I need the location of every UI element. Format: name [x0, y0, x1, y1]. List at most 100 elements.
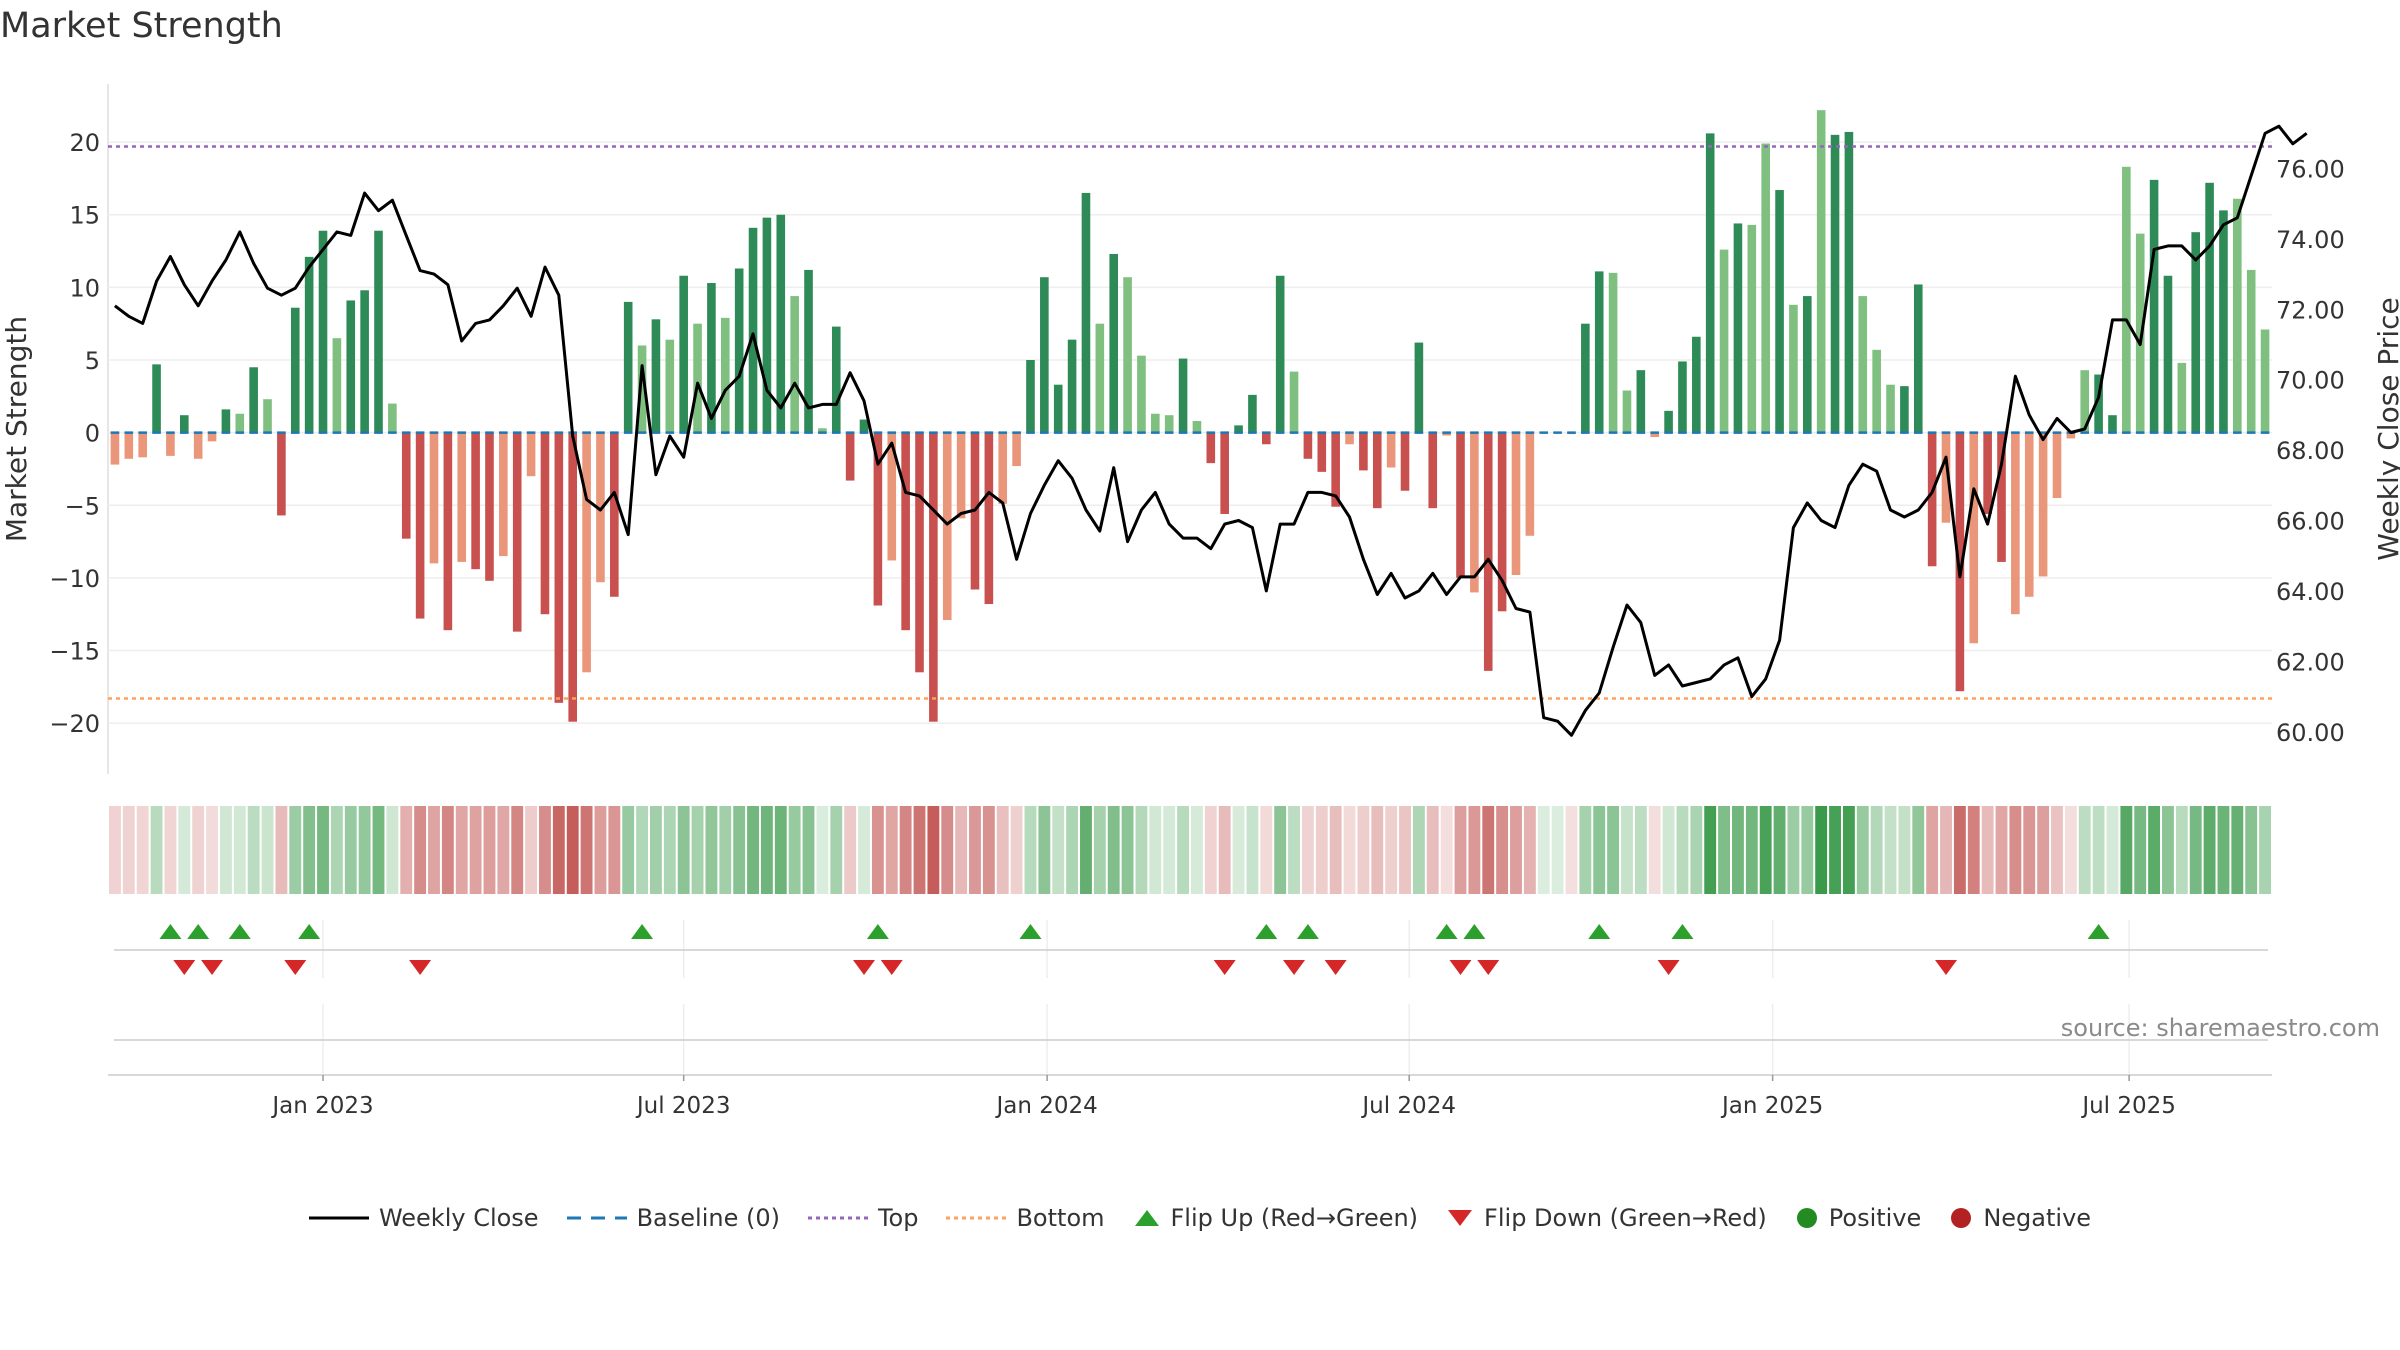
flip-up-marker	[631, 924, 654, 939]
heat-cell	[511, 806, 524, 894]
y2-tick-label: 70.00	[2276, 367, 2345, 395]
y2-tick-label: 76.00	[2276, 155, 2345, 183]
heat-cell	[1579, 806, 1592, 894]
flip-up-marker	[298, 924, 321, 939]
strength-bar	[415, 432, 425, 619]
strength-bar	[1400, 432, 1410, 491]
strength-bar	[623, 301, 633, 433]
heat-cell	[1496, 806, 1509, 894]
strength-bar	[582, 432, 591, 673]
source-label: source: sharemaestro.com	[2060, 1014, 2380, 1042]
heat-cell	[1440, 806, 1453, 894]
x-ticks: Jan 2023 Jul 2023 Jan 2024 Jul 2024 Jan 2025…	[270, 1075, 2176, 1119]
strength-bar	[1192, 421, 1202, 433]
right-y-ticks: 76.00 74.00 72.00 70.00 68.00 66.00 64.00 62.00…	[2276, 155, 2345, 746]
strength-bar	[1622, 390, 1632, 433]
heat-cell	[2092, 806, 2105, 894]
flip-up-marker	[1671, 924, 1694, 939]
heat-cell	[1634, 806, 1647, 894]
flip-up-marker	[187, 924, 210, 939]
flip-up-marker	[1588, 924, 1611, 939]
strength-bar	[1636, 370, 1646, 433]
heat-cell	[1662, 806, 1675, 894]
heat-cell	[2134, 806, 2147, 894]
heat-cell	[1607, 806, 1620, 894]
strength-bar	[1858, 296, 1868, 433]
strength-bar	[1705, 133, 1715, 433]
heat-cell	[788, 806, 801, 894]
strength-bar	[138, 432, 147, 458]
strength-bar	[596, 432, 605, 583]
x-tick-label: Jan 2025	[1720, 1093, 1823, 1119]
flip-down-marker	[1935, 960, 1958, 975]
heat-cell	[150, 806, 163, 894]
heat-cell	[1107, 806, 1120, 894]
heat-cell	[136, 806, 149, 894]
heat-cell	[566, 806, 579, 894]
strength-bar	[540, 432, 550, 615]
strength-bar	[1497, 432, 1507, 612]
heat-cell	[386, 806, 399, 894]
flip-up-marker	[1463, 924, 1486, 939]
strength-bar	[1747, 224, 1757, 433]
strength-bar	[1789, 304, 1798, 433]
heat-cell	[303, 806, 316, 894]
flip-down-marker	[880, 960, 903, 975]
strength-bar	[485, 432, 494, 581]
heat-cell	[344, 806, 357, 894]
strength-bar	[1164, 415, 1174, 433]
strength-bar	[554, 432, 564, 703]
strength-bar	[2260, 329, 2270, 433]
strength-heat-strip	[109, 806, 2271, 894]
y2-tick-label: 60.00	[2276, 719, 2345, 747]
legend-swatch-bottom	[946, 1216, 1007, 1220]
heat-cell	[705, 806, 718, 894]
heat-cell	[247, 806, 260, 894]
heat-cell	[1343, 806, 1356, 894]
strength-bar	[1470, 432, 1479, 593]
strength-bar	[2177, 362, 2187, 433]
legend-item-negative: Negative	[1949, 1204, 2091, 1232]
y2-tick-label: 64.00	[2276, 578, 2345, 606]
flip-down-marker	[1324, 960, 1347, 975]
y-tick-label: −5	[65, 492, 100, 520]
strength-bar	[124, 432, 134, 459]
strength-bar	[277, 432, 286, 516]
heat-cell	[636, 806, 648, 894]
strength-bar	[1955, 432, 1965, 692]
heat-cell	[1523, 806, 1536, 894]
legend-swatch-top	[807, 1216, 868, 1220]
heat-cell	[1191, 806, 1203, 894]
flip-down-marker	[1657, 960, 1680, 975]
heat-cell	[885, 806, 898, 894]
legend-item-flip-up: Flip Up (Red→Green)	[1133, 1204, 1418, 1232]
legend-label-baseline: Baseline (0)	[636, 1204, 780, 1232]
strength-bar	[221, 409, 231, 433]
strength-bar	[2122, 166, 2131, 433]
heat-cell	[830, 806, 843, 894]
heat-cell	[414, 806, 427, 894]
strength-bar	[318, 230, 328, 433]
heat-cell	[802, 806, 815, 894]
strength-bar	[748, 227, 758, 433]
strength-bar	[235, 413, 245, 433]
heat-cell	[1676, 806, 1689, 894]
heat-cell	[1121, 806, 1134, 894]
legend-swatch-flip-down	[1448, 1210, 1473, 1226]
heat-cell	[996, 806, 1009, 894]
y-tick-label: −15	[49, 638, 100, 666]
flip-up-marker	[1296, 924, 1319, 939]
heat-cell	[2217, 806, 2230, 894]
heat-cell	[1884, 806, 1897, 894]
y-axis-title: Market Strength	[0, 316, 33, 542]
heat-cell	[650, 806, 662, 894]
strength-bar	[984, 432, 994, 605]
heat-cell	[1454, 806, 1467, 894]
heat-cell	[1537, 806, 1550, 894]
flip-up-marker	[159, 924, 182, 939]
weekly-close-line	[113, 124, 2308, 737]
heat-cell	[2120, 806, 2133, 894]
strength-bar	[1678, 361, 1687, 433]
